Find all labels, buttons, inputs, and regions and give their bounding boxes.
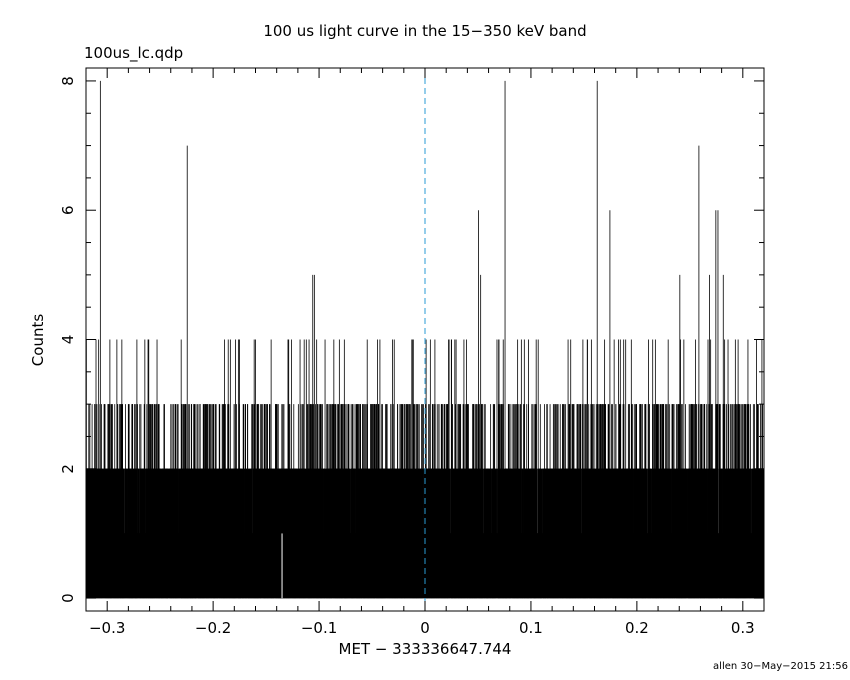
count-bars (85, 80, 765, 599)
chart-title: 100 us light curve in the 15−350 keV ban… (263, 22, 587, 40)
file-name-label: 100us_lc.qdp (84, 44, 184, 62)
